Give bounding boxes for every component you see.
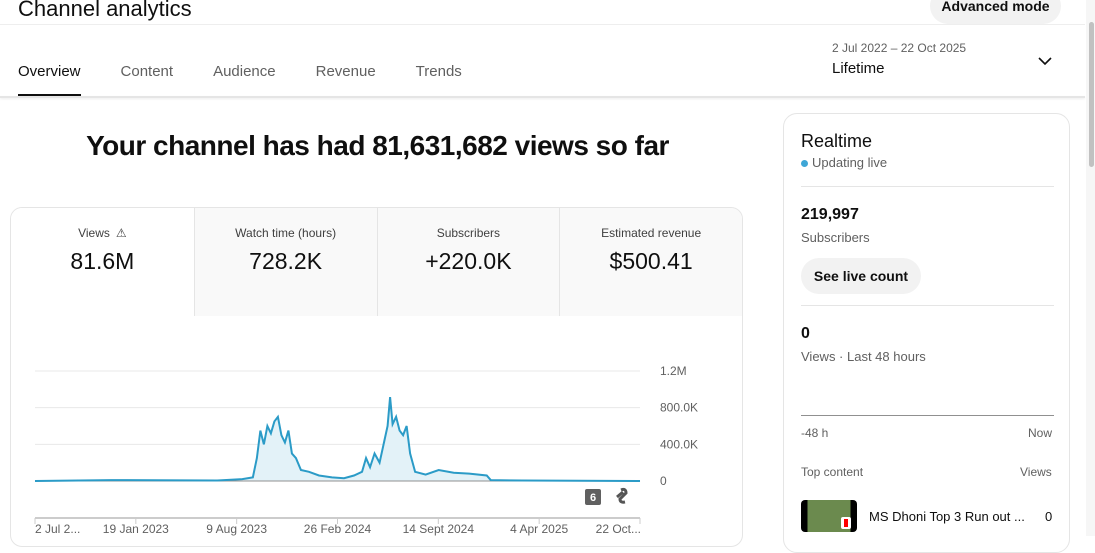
warning-icon: ⚠	[116, 226, 127, 240]
scrollbar-thumb[interactable]	[1089, 22, 1094, 167]
y-tick-label: 1.2M	[660, 364, 687, 378]
x-tick-label: 4 Apr 2025	[510, 522, 568, 536]
views-column-label: Views	[1020, 465, 1052, 479]
divider	[801, 186, 1054, 187]
realtime-card: Realtime Updating live 219,997 Subscribe…	[783, 113, 1070, 553]
divider	[801, 305, 1054, 306]
x-tick-label: 14 Sept 2024	[403, 522, 475, 536]
realtime-title: Realtime	[801, 131, 872, 152]
x-tick-label: 19 Jan 2023	[103, 522, 169, 536]
advanced-mode-button[interactable]: Advanced mode	[930, 0, 1061, 24]
metric-subscribers[interactable]: Subscribers +220.0K	[377, 208, 560, 316]
x-tick-label: 9 Aug 2023	[206, 522, 267, 536]
tab-revenue[interactable]: Revenue	[316, 63, 376, 96]
realtime-views-label: Views · Last 48 hours	[801, 349, 926, 364]
axis-start: -48 h	[801, 426, 828, 440]
top-content-views: 0	[1045, 509, 1052, 524]
metric-revenue[interactable]: Estimated revenue $500.41	[559, 208, 742, 316]
top-content-label: Top content	[801, 465, 863, 479]
x-tick-label: 2 Jul 2...	[35, 522, 80, 536]
date-range-dates: 2 Jul 2022 – 22 Oct 2025	[832, 41, 966, 55]
metric-label: Watch time (hours)	[195, 226, 377, 240]
x-tick-label: 26 Feb 2024	[304, 522, 372, 536]
live-status-text: Updating live	[812, 155, 887, 170]
header-divider	[0, 96, 1085, 98]
metric-label: Estimated revenue	[560, 226, 742, 240]
tab-audience[interactable]: Audience	[213, 63, 276, 96]
realtime-axis	[801, 415, 1054, 416]
y-tick-label: 800.0K	[660, 401, 698, 415]
series-line	[35, 397, 640, 481]
video-thumbnail[interactable]	[801, 500, 857, 532]
metric-label: Views	[78, 226, 110, 240]
metric-views[interactable]: Views ⚠ 81.6M	[11, 208, 194, 316]
tab-content[interactable]: Content	[121, 63, 174, 96]
axis-end: Now	[1028, 426, 1052, 440]
realtime-views: 0	[801, 325, 810, 343]
live-status: Updating live	[801, 155, 887, 170]
shorts-icon	[617, 489, 626, 502]
live-dot-icon	[801, 160, 808, 167]
metric-label: Subscribers	[378, 226, 560, 240]
metric-watch-time[interactable]: Watch time (hours) 728.2K	[194, 208, 377, 316]
metric-value: 728.2K	[195, 248, 377, 275]
metric-value: +220.0K	[378, 248, 560, 275]
subscriber-count: 219,997	[801, 206, 859, 224]
date-range-picker[interactable]: 2 Jul 2022 – 22 Oct 2025 Lifetime	[832, 41, 966, 77]
chevron-down-icon[interactable]	[1038, 54, 1052, 68]
top-content-title[interactable]: MS Dhoni Top 3 Run out ...	[869, 509, 1025, 524]
subscribers-label: Subscribers	[801, 230, 870, 245]
views-headline: Your channel has had 81,631,682 views so…	[0, 130, 755, 162]
tab-trends[interactable]: Trends	[416, 63, 462, 96]
x-tick-label: 22 Oct...	[596, 522, 641, 536]
tab-bar: Overview Content Audience Revenue Trends	[18, 63, 502, 96]
tab-overview[interactable]: Overview	[18, 63, 81, 96]
milestone-badge-count: 6	[590, 492, 596, 504]
series-area	[35, 397, 640, 481]
y-tick-label: 0	[660, 474, 667, 488]
page-title: Channel analytics	[18, 0, 192, 22]
date-range-label: Lifetime	[832, 60, 966, 77]
y-tick-label: 400.0K	[660, 437, 698, 451]
see-live-count-button[interactable]: See live count	[801, 258, 921, 294]
metric-value: $500.41	[560, 248, 742, 275]
metric-value: 81.6M	[11, 248, 194, 275]
views-chart: 0 400.0K 800.0K 1.2M 6 2 Jul 2... 19 Jan 2023 9…	[0, 340, 745, 536]
divider	[0, 24, 1085, 25]
shorts-icon	[841, 517, 851, 529]
